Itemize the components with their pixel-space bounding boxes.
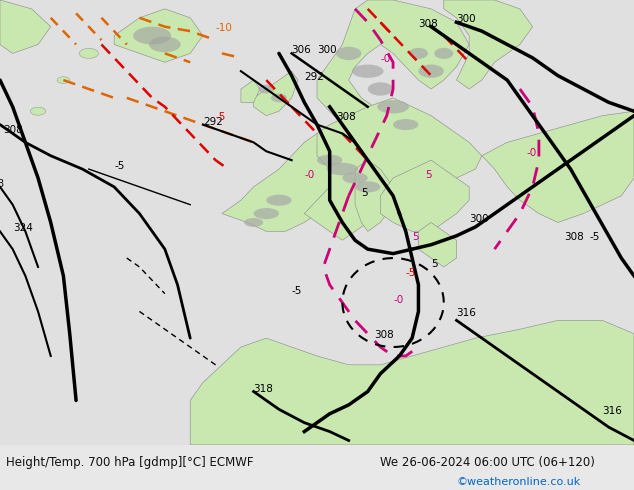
- Text: We 26-06-2024 06:00 UTC (06+120): We 26-06-2024 06:00 UTC (06+120): [380, 456, 595, 468]
- Text: 308: 308: [418, 19, 438, 29]
- Ellipse shape: [368, 82, 393, 96]
- Polygon shape: [254, 71, 298, 116]
- Polygon shape: [222, 133, 349, 231]
- Ellipse shape: [57, 77, 70, 83]
- Text: 5: 5: [425, 170, 431, 180]
- Ellipse shape: [327, 163, 358, 175]
- Ellipse shape: [418, 65, 444, 78]
- Polygon shape: [0, 0, 51, 53]
- Ellipse shape: [149, 37, 181, 52]
- Polygon shape: [190, 320, 634, 445]
- Text: ©weatheronline.co.uk: ©weatheronline.co.uk: [456, 477, 581, 487]
- Text: -5: -5: [406, 268, 416, 278]
- Text: 300: 300: [317, 46, 337, 55]
- Text: 5: 5: [361, 188, 368, 198]
- Ellipse shape: [434, 48, 453, 59]
- Text: Height/Temp. 700 hPa [gdmp][°C] ECMWF: Height/Temp. 700 hPa [gdmp][°C] ECMWF: [6, 456, 254, 468]
- Ellipse shape: [133, 26, 171, 45]
- Polygon shape: [317, 0, 469, 165]
- Ellipse shape: [409, 48, 428, 59]
- Ellipse shape: [266, 195, 292, 206]
- Text: 292: 292: [203, 117, 223, 126]
- Ellipse shape: [30, 107, 46, 115]
- Text: 316: 316: [602, 406, 622, 416]
- Text: -0: -0: [304, 170, 314, 180]
- Ellipse shape: [258, 85, 274, 94]
- Text: -10: -10: [216, 23, 233, 33]
- Text: 292: 292: [304, 72, 324, 82]
- Ellipse shape: [79, 49, 98, 58]
- Polygon shape: [444, 0, 533, 89]
- Text: 5: 5: [431, 259, 437, 269]
- Ellipse shape: [254, 208, 279, 219]
- Text: 316: 316: [456, 308, 476, 318]
- Text: -5: -5: [292, 286, 302, 295]
- Polygon shape: [241, 80, 260, 102]
- Polygon shape: [418, 222, 456, 267]
- Polygon shape: [355, 160, 393, 231]
- Ellipse shape: [393, 119, 418, 130]
- Ellipse shape: [377, 100, 409, 114]
- Text: -5: -5: [590, 232, 600, 242]
- Ellipse shape: [355, 181, 380, 193]
- Polygon shape: [304, 98, 482, 240]
- Ellipse shape: [317, 155, 342, 166]
- Ellipse shape: [336, 47, 361, 60]
- Polygon shape: [380, 160, 469, 231]
- Text: 300: 300: [469, 215, 489, 224]
- Polygon shape: [114, 9, 203, 62]
- Text: 3: 3: [0, 179, 3, 189]
- Text: -0: -0: [380, 54, 391, 64]
- Ellipse shape: [352, 65, 384, 78]
- Text: -5: -5: [216, 112, 226, 122]
- Text: 308: 308: [3, 125, 23, 135]
- Text: -0: -0: [526, 147, 536, 158]
- Text: 5: 5: [412, 232, 418, 242]
- Polygon shape: [482, 111, 634, 222]
- Text: 308: 308: [374, 330, 394, 340]
- Text: 324: 324: [13, 223, 32, 233]
- Text: -5: -5: [114, 161, 124, 171]
- Ellipse shape: [342, 172, 368, 184]
- Text: 308: 308: [336, 112, 356, 122]
- Ellipse shape: [244, 218, 263, 227]
- Text: 318: 318: [254, 384, 273, 393]
- Text: 300: 300: [456, 14, 476, 24]
- Text: 306: 306: [292, 46, 311, 55]
- Ellipse shape: [271, 94, 287, 102]
- Text: -0: -0: [393, 294, 403, 305]
- Text: 308: 308: [564, 232, 584, 242]
